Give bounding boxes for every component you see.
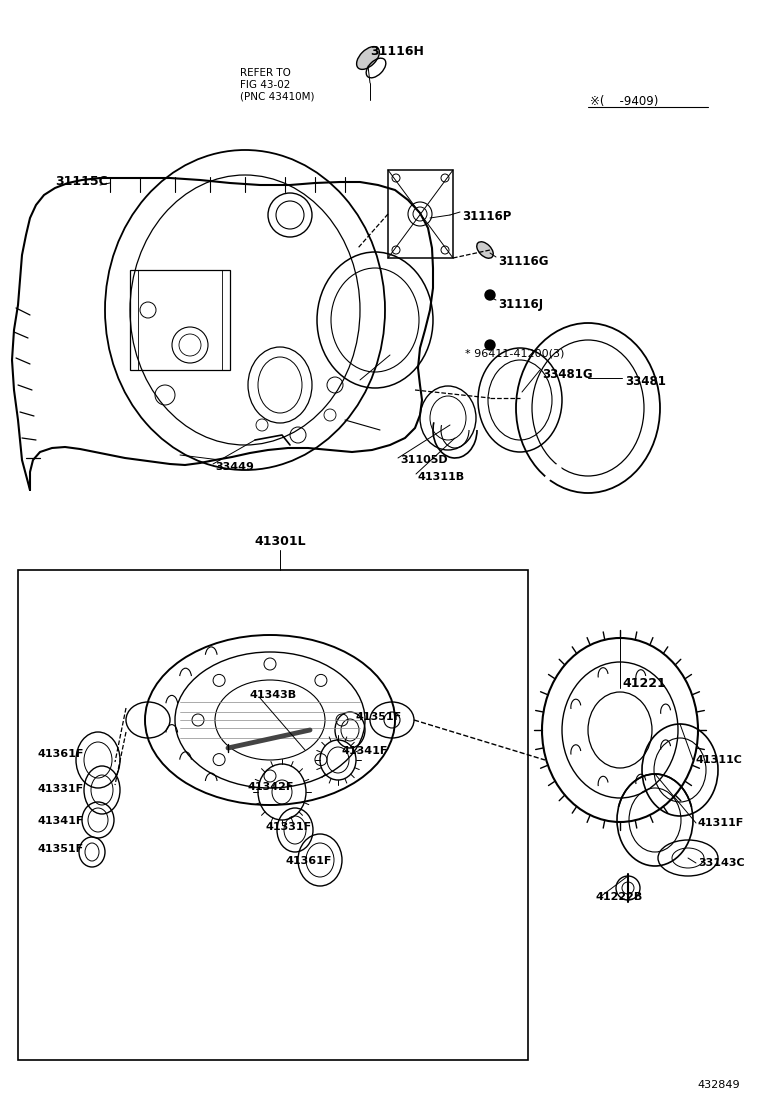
Text: 31115C: 31115C	[55, 175, 108, 188]
Text: 41343B: 41343B	[250, 691, 297, 699]
Text: 33481G: 33481G	[542, 368, 593, 381]
Text: 41351F: 41351F	[38, 844, 84, 854]
Text: 41331F: 41331F	[265, 822, 311, 832]
Text: 432849: 432849	[698, 1080, 740, 1090]
Text: 41341F: 41341F	[342, 746, 388, 756]
Text: 41311B: 41311B	[418, 471, 465, 481]
Text: 41341F: 41341F	[38, 816, 84, 826]
Text: 31105D: 31105D	[400, 455, 448, 465]
Text: 41331F: 41331F	[38, 784, 84, 794]
Text: 41301L: 41301L	[254, 535, 306, 548]
Text: 33449: 33449	[215, 461, 254, 471]
Text: * 96411-41200(3): * 96411-41200(3)	[465, 348, 565, 358]
Text: 33481: 33481	[625, 375, 666, 388]
Text: 33143C: 33143C	[698, 858, 745, 868]
Text: 31116P: 31116P	[462, 210, 511, 224]
Text: 31116G: 31116G	[498, 255, 549, 268]
Text: 41361F: 41361F	[285, 856, 331, 866]
Text: 31116J: 31116J	[498, 298, 543, 311]
Circle shape	[485, 290, 495, 300]
Text: 41351F: 41351F	[355, 712, 401, 722]
Circle shape	[485, 340, 495, 350]
Bar	[18, 570, 528, 1060]
Text: REFER TO
FIG 43-02
(PNC 43410M): REFER TO FIG 43-02 (PNC 43410M)	[240, 68, 315, 101]
Text: 41311C: 41311C	[695, 755, 742, 765]
Text: 41342F: 41342F	[248, 782, 294, 792]
Text: 41311F: 41311F	[698, 818, 744, 828]
Bar	[388, 170, 453, 258]
Text: 31116H: 31116H	[370, 44, 424, 58]
Text: ※(    -9409): ※( -9409)	[590, 95, 658, 108]
Text: 41361F: 41361F	[38, 749, 84, 759]
Ellipse shape	[477, 241, 493, 258]
Ellipse shape	[356, 47, 379, 69]
Bar	[130, 270, 230, 370]
Text: 41221: 41221	[622, 677, 666, 691]
Text: 41222B: 41222B	[595, 892, 642, 902]
